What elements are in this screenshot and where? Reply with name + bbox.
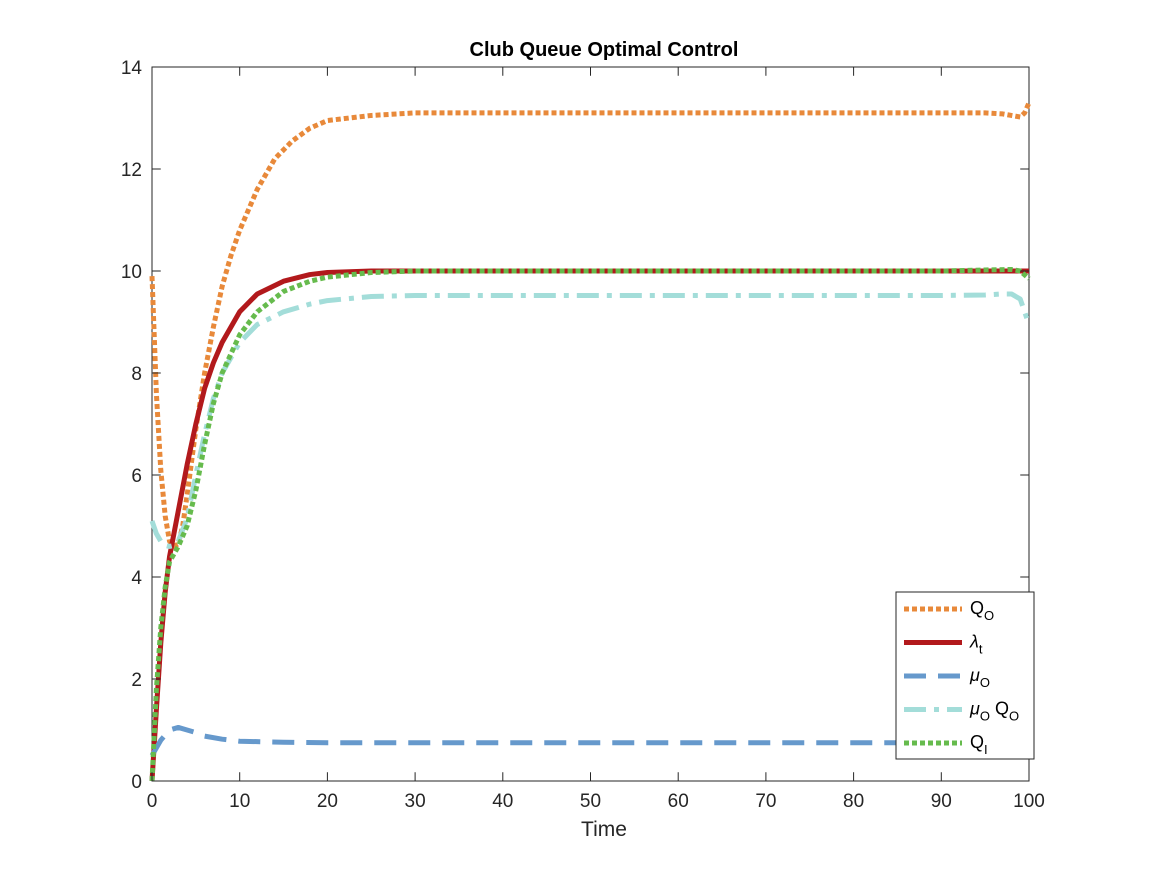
y-tick-label: 2: [131, 670, 142, 691]
y-tick-label: 12: [121, 160, 142, 181]
series-line-q-o: [149, 101, 1032, 549]
x-tick-label: 80: [843, 791, 864, 812]
legend-entry: QI: [970, 732, 988, 757]
y-tick-label: 6: [131, 466, 142, 487]
y-tick-label: 10: [121, 262, 142, 283]
series-line--o-q-o: [149, 291, 1032, 549]
x-tick-label: 100: [1013, 791, 1045, 812]
y-tick-label: 4: [131, 568, 142, 589]
plot-area: [151, 66, 1030, 782]
x-tick-label: 50: [580, 791, 601, 812]
x-axis-label: Time: [581, 818, 627, 841]
x-tick-label: 60: [668, 791, 689, 812]
legend: QO λt μO μO QO QI: [895, 591, 1035, 760]
y-tick-label: 8: [131, 364, 142, 385]
chart-title: Club Queue Optimal Control: [470, 39, 739, 61]
y-tick-label: 14: [121, 58, 143, 79]
series-line-q-i: [149, 266, 1031, 782]
legend-entry: λt: [969, 632, 983, 657]
legend-entry: μO: [969, 665, 990, 690]
series-line--t: [149, 268, 1029, 782]
x-tick-label: 10: [229, 791, 250, 812]
x-tick-label: 30: [405, 791, 426, 812]
legend-entry: μO QO: [969, 699, 1019, 724]
x-tick-label: 20: [317, 791, 338, 812]
x-tick-label: 70: [755, 791, 776, 812]
x-tick-label: 90: [931, 791, 952, 812]
x-tick-label: 0: [147, 791, 158, 812]
legend-entry: QO: [970, 598, 994, 623]
ticks-layer: 0 10 20 30 40 50 60 70 80 90 100 0 2 4 6 8 10 12 14: [121, 58, 1045, 812]
x-tick-label: 40: [492, 791, 513, 812]
series-line--o: [149, 724, 1030, 757]
y-tick-label: 0: [131, 772, 142, 793]
series-layer: [149, 101, 1032, 782]
